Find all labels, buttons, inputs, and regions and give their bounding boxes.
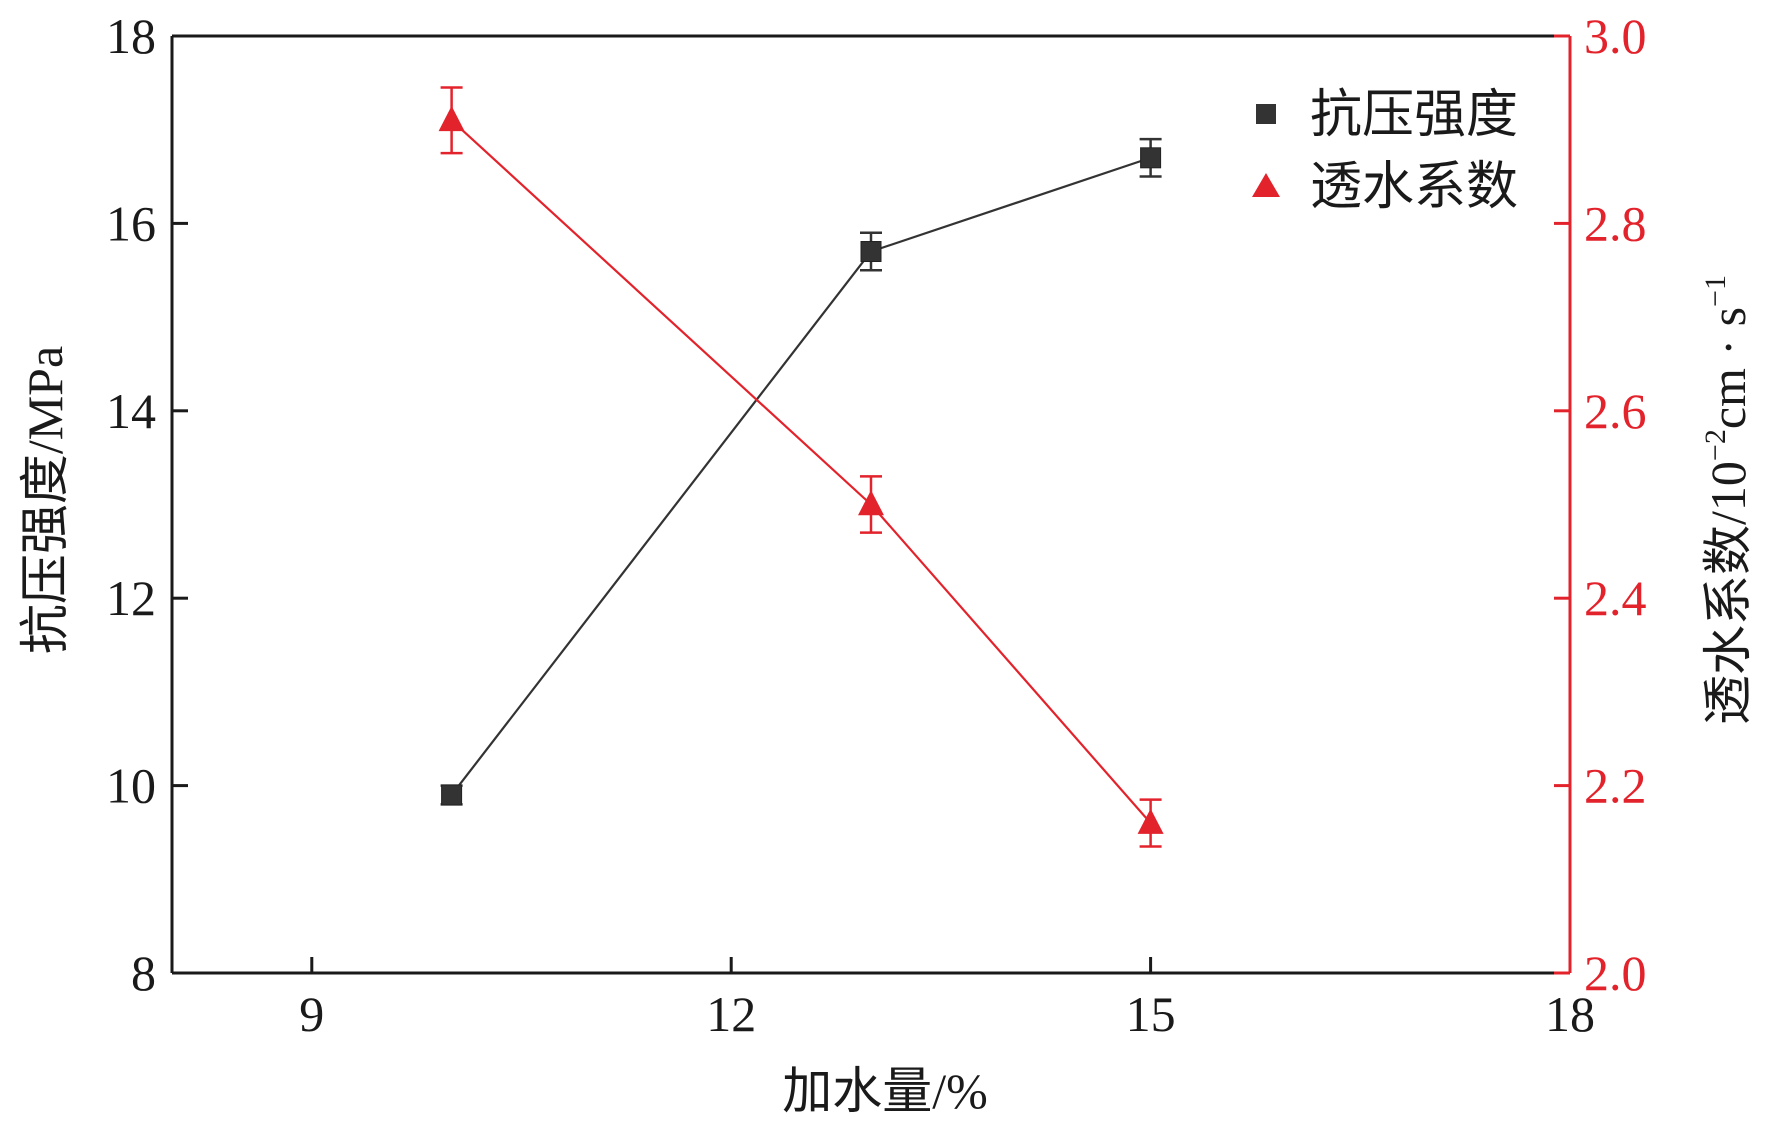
data-point-square [1140, 147, 1162, 169]
legend-label: 透水系数 [1310, 159, 1518, 216]
x-tick-label: 12 [706, 986, 756, 1042]
y-axis-right-label-mid: cm · s [1700, 307, 1756, 429]
y-axis-left-label: 抗压强度/MPa [17, 346, 73, 654]
x-tick-label: 15 [1126, 986, 1176, 1042]
y-axis-right: 2.0 2.2 2.4 2.6 2.8 3.0 [1554, 8, 1647, 1001]
legend-marker-triangle [1252, 173, 1280, 197]
data-point-square [860, 241, 882, 263]
data-point-triangle [858, 490, 884, 516]
series-line-1 [450, 156, 1151, 796]
x-tick-label: 18 [1545, 986, 1595, 1042]
data-point-triangle [1137, 808, 1164, 834]
legend-label: 抗压强度 [1310, 87, 1518, 144]
y-right-tick-label: 2.6 [1584, 383, 1647, 439]
data-point-triangle [438, 105, 465, 132]
y-axis-right-label-sup2: −1 [1699, 275, 1732, 307]
series-group [438, 86, 1164, 848]
data-point-square [441, 784, 463, 806]
y-left-tick-label: 12 [106, 570, 156, 626]
y-left-tick-label: 8 [131, 945, 156, 1001]
y-right-tick-label: 2.4 [1584, 570, 1647, 626]
y-left-tick-label: 16 [106, 195, 156, 251]
y-right-tick-label: 2.2 [1584, 758, 1647, 814]
y-right-tick-label: 2.8 [1584, 195, 1647, 251]
series-line-2 [450, 119, 1152, 824]
y-right-tick-label: 2.0 [1584, 945, 1647, 1001]
y-left-tick-label: 18 [106, 8, 156, 64]
y-axis-left: 8 10 12 14 16 18 [106, 8, 188, 1001]
x-tick-label: 9 [299, 986, 324, 1042]
y-left-tick-label: 10 [106, 758, 156, 814]
y-axis-right-label-sup1: −2 [1699, 429, 1732, 461]
y-right-tick-label: 3.0 [1584, 8, 1647, 64]
y-axis-right-label-main: 透水系数/10 [1700, 461, 1756, 725]
legend-marker-square [1256, 104, 1276, 124]
y-left-tick-label: 14 [106, 383, 156, 439]
x-axis-label: 加水量/% [782, 1063, 988, 1119]
x-axis: 9 12 15 18 [172, 957, 1595, 1042]
y-axis-right-label: 透水系数/10−2cm · s−1 [1699, 275, 1756, 725]
